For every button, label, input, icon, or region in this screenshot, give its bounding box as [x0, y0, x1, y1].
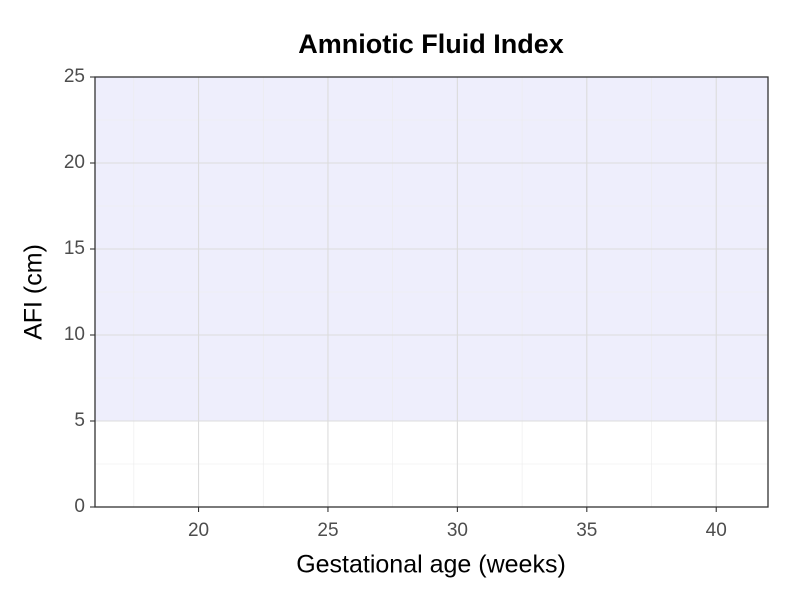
x-tick-label: 30	[447, 520, 468, 541]
x-axis-label: Gestational age (weeks)	[296, 551, 566, 579]
chart-title: Amniotic Fluid Index	[298, 29, 564, 59]
y-tick-label: 10	[64, 324, 85, 345]
y-axis-label: AFI (cm)	[20, 244, 48, 340]
y-tick-label: 5	[74, 410, 85, 431]
y-tick-label: 15	[64, 238, 85, 259]
y-tick-label: 25	[64, 66, 85, 87]
x-tick-label: 40	[706, 520, 727, 541]
x-tick-label: 20	[188, 520, 209, 541]
panel-border	[94, 76, 769, 508]
y-tick-label: 20	[64, 152, 85, 173]
x-tick-label: 25	[317, 520, 338, 541]
x-tick-label: 35	[576, 520, 597, 541]
y-tick-label: 0	[74, 496, 85, 517]
